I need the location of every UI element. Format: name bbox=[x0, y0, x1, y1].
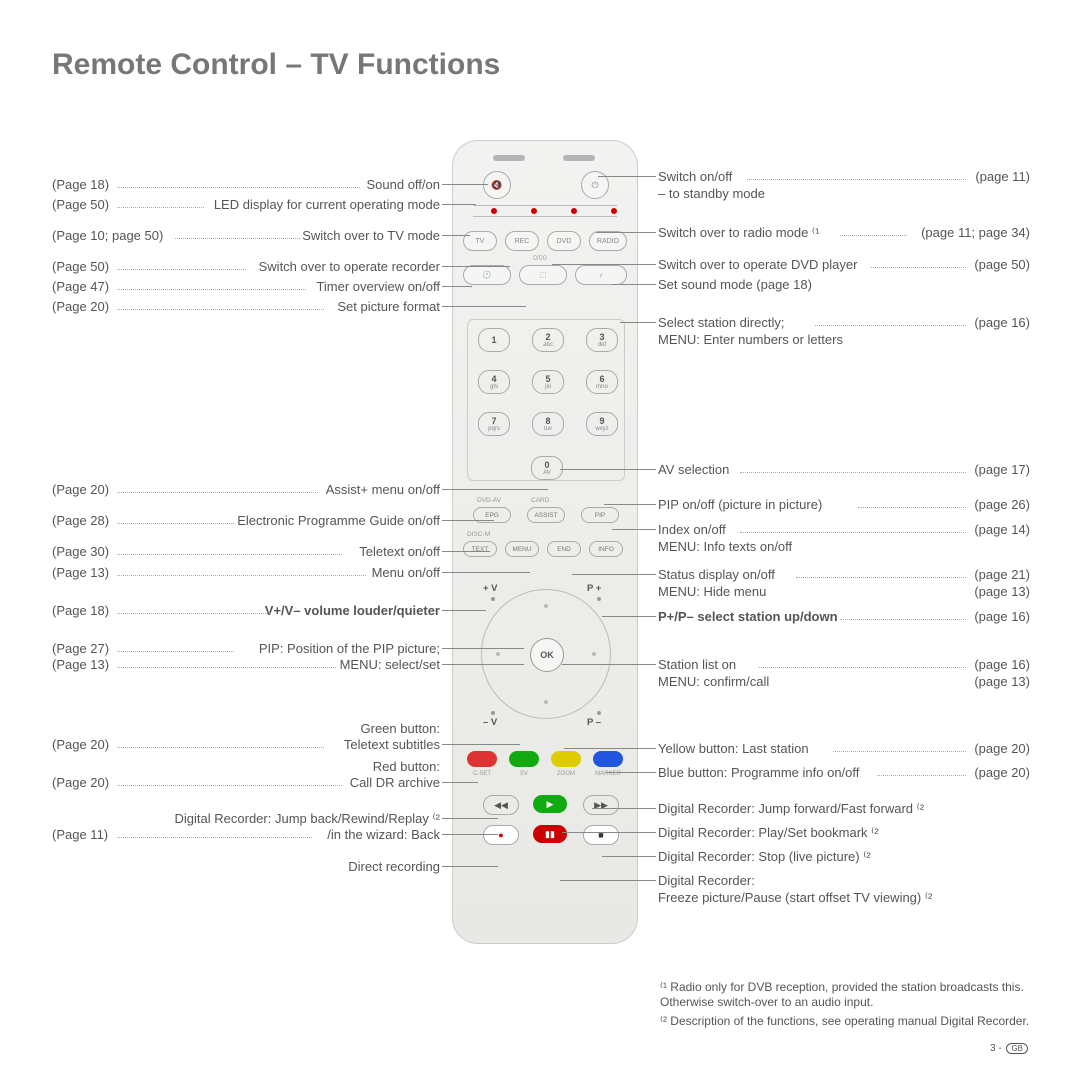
callout-left: (Page 18)V+/V– volume louder/quieter bbox=[52, 602, 440, 619]
callout-right: Digital Recorder: Jump forward/Fast forw… bbox=[658, 800, 1030, 817]
timer-button[interactable]: 🕐 bbox=[463, 265, 511, 285]
color-sv[interactable] bbox=[509, 751, 539, 767]
transport2-1[interactable]: ▮▮ bbox=[533, 825, 567, 843]
vol-down-label: – V bbox=[483, 717, 497, 728]
callout-left: (Page 47)Timer overview on/off bbox=[52, 278, 440, 295]
callout-left: (Page 10; page 50)Switch over to TV mode bbox=[52, 227, 440, 244]
callout-right: Station list on(page 16)MENU: confirm/ca… bbox=[658, 656, 1030, 690]
callout-left: (Page 13)Menu on/off bbox=[52, 564, 440, 581]
footnote-2: ⁽² Description of the functions, see ope… bbox=[660, 1014, 1029, 1029]
callout-left: (Page 27)PIP: Position of the PIP pictur… bbox=[52, 640, 440, 657]
menu-button[interactable]: MENU bbox=[505, 541, 539, 557]
transport-0[interactable]: ◀◀ bbox=[483, 795, 519, 815]
callout-left: (Page 30)Teletext on/off bbox=[52, 543, 440, 560]
info-button[interactable]: INFO bbox=[589, 541, 623, 557]
ir-window bbox=[493, 155, 525, 161]
page-title: Remote Control – TV Functions bbox=[52, 48, 500, 82]
callout-left: (Page 20)Assist+ menu on/off bbox=[52, 481, 440, 498]
callout-right: AV selection(page 17) bbox=[658, 461, 1030, 478]
num-2[interactable]: 2abc bbox=[532, 328, 564, 352]
callout-right: Set sound mode (page 18) bbox=[658, 276, 1030, 293]
num-1[interactable]: 1 bbox=[478, 328, 510, 352]
color-zoom[interactable] bbox=[551, 751, 581, 767]
num-7[interactable]: 7pqrs bbox=[478, 412, 510, 436]
number-pad: 1 2abc 3def 4ghi 5jkl 6mno 7pqrs 8tuv 9wxyz 0AV bbox=[467, 319, 625, 481]
transport2-0[interactable]: ● bbox=[483, 825, 519, 845]
led-bar bbox=[473, 205, 617, 217]
color-marker[interactable] bbox=[593, 751, 623, 767]
num-3[interactable]: 3def bbox=[586, 328, 618, 352]
num-5[interactable]: 5jkl bbox=[532, 370, 564, 394]
callout-right: Digital Recorder: Stop (live picture) ⁽² bbox=[658, 848, 1030, 865]
assist-button[interactable]: ASSIST bbox=[527, 507, 565, 523]
callout-right: Digital Recorder:Freeze picture/Pause (s… bbox=[658, 872, 1030, 906]
callout-right: Yellow button: Last station(page 20) bbox=[658, 740, 1030, 757]
page-number: 3 - GB bbox=[990, 1043, 1028, 1054]
callout-left: Direct recording bbox=[52, 858, 440, 875]
color-c-set[interactable] bbox=[467, 751, 497, 767]
picture-format-button[interactable]: ⬚ bbox=[519, 265, 567, 285]
nav-ring[interactable]: OK bbox=[481, 589, 611, 719]
callout-left: Red button: bbox=[52, 758, 440, 775]
callout-right: Switch on/off(page 11)– to standby mode bbox=[658, 168, 1030, 202]
callout-right: Select station directly;(page 16)MENU: E… bbox=[658, 314, 1030, 348]
num-4[interactable]: 4ghi bbox=[478, 370, 510, 394]
callout-left: (Page 11)/in the wizard: Back bbox=[52, 826, 440, 843]
callout-left: Green button: bbox=[52, 720, 440, 737]
callout-left: (Page 20)Teletext subtitles bbox=[52, 736, 440, 753]
mute-button[interactable]: 🔇 bbox=[483, 171, 511, 199]
prog-down-label: P – bbox=[587, 717, 601, 728]
num-8[interactable]: 8tuv bbox=[532, 412, 564, 436]
num-0[interactable]: 0AV bbox=[531, 456, 563, 480]
callout-right: Index on/off(page 14)MENU: Info texts on… bbox=[658, 521, 1030, 555]
pip-button[interactable]: PIP bbox=[581, 507, 619, 523]
callout-left: (Page 20)Call DR archive bbox=[52, 774, 440, 791]
transport-1[interactable]: ▶ bbox=[533, 795, 567, 813]
num-9[interactable]: 9wxyz bbox=[586, 412, 618, 436]
ok-button[interactable]: OK bbox=[530, 638, 564, 672]
tv-mode-button[interactable]: TV bbox=[463, 231, 497, 251]
callout-right: Blue button: Programme info on/off(page … bbox=[658, 764, 1030, 781]
remote-body: 🔇 ⏻ TV REC DVD RADIO 🕐 ⬚ ♪ 0/00 12abc3de… bbox=[452, 140, 638, 944]
callout-left: (Page 28)Electronic Programme Guide on/o… bbox=[52, 512, 440, 529]
transport-2[interactable]: ▶▶ bbox=[583, 795, 619, 815]
callout-left: (Page 50)Switch over to operate recorder bbox=[52, 258, 440, 275]
vol-up-label: + V bbox=[483, 583, 498, 594]
callout-left: (Page 50)LED display for current operati… bbox=[52, 196, 440, 213]
callout-right: Digital Recorder: Play/Set bookmark ⁽² bbox=[658, 824, 1030, 841]
callout-right: Status display on/off(page 21)MENU: Hide… bbox=[658, 566, 1030, 600]
dvd-mode-button[interactable]: DVD bbox=[547, 231, 581, 251]
callout-right: P+/P– select station up/down(page 16) bbox=[658, 608, 1030, 625]
sound-mode-button[interactable]: ♪ bbox=[575, 265, 627, 285]
num-6[interactable]: 6mno bbox=[586, 370, 618, 394]
callout-left: (Page 20)Set picture format bbox=[52, 298, 440, 315]
callout-right: Switch over to operate DVD player(page 5… bbox=[658, 256, 1030, 273]
callout-right: Switch over to radio mode ⁽¹(page 11; pa… bbox=[658, 224, 1030, 241]
ir-window bbox=[563, 155, 595, 161]
radio-mode-button[interactable]: RADIO bbox=[589, 231, 627, 251]
footnote-1: ⁽¹ Radio only for DVB reception, provide… bbox=[660, 980, 1080, 1010]
callout-left: Digital Recorder: Jump back/Rewind/Repla… bbox=[52, 810, 440, 827]
transport2-2[interactable]: ■ bbox=[583, 825, 619, 845]
callout-left: (Page 18)Sound off/on bbox=[52, 176, 440, 193]
callout-right: PIP on/off (picture in picture)(page 26) bbox=[658, 496, 1030, 513]
rec-mode-button[interactable]: REC bbox=[505, 231, 539, 251]
text-button[interactable]: TEXT bbox=[463, 541, 497, 557]
end-button[interactable]: END bbox=[547, 541, 581, 557]
callout-left: (Page 13)MENU: select/set bbox=[52, 656, 440, 673]
prog-up-label: P + bbox=[587, 583, 601, 594]
